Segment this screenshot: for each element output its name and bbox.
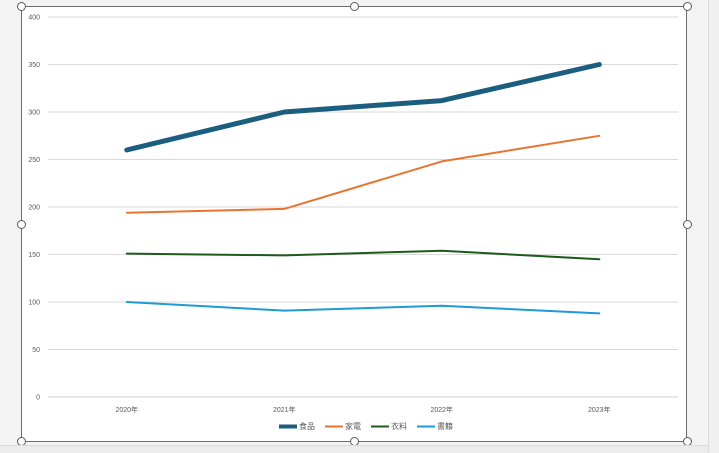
legend-label: 家電: [345, 421, 361, 431]
y-tick-label: 50: [32, 347, 40, 354]
resize-handle-middle-right[interactable]: [683, 220, 692, 229]
x-axis-tick-labels: 2020年 2021年 2022年 2023年: [115, 405, 610, 414]
series-line-衣料[interactable]: [125, 249, 601, 261]
y-tick-label: 0: [36, 395, 40, 402]
x-tick-label: 2020年: [115, 405, 138, 414]
series-line-食品[interactable]: [124, 62, 602, 153]
y-tick-label: 300: [28, 110, 40, 117]
y-tick-label: 400: [28, 15, 40, 22]
y-tick-label: 350: [28, 62, 40, 69]
x-tick-label: 2022年: [430, 405, 453, 414]
vertical-scrollbar[interactable]: [708, 0, 719, 453]
gridlines: [48, 16, 678, 398]
resize-handle-top-left[interactable]: [17, 2, 26, 11]
resize-handle-top-center[interactable]: [350, 2, 359, 11]
legend-label: 書籍: [437, 421, 453, 431]
resize-handle-middle-left[interactable]: [17, 220, 26, 229]
y-tick-label: 200: [28, 205, 40, 212]
resize-handle-top-right[interactable]: [683, 2, 692, 11]
series-line-家電[interactable]: [125, 134, 601, 214]
legend[interactable]: 食品 家電 衣料 書籍: [279, 421, 453, 431]
legend-label: 食品: [299, 421, 315, 431]
x-tick-label: 2023年: [588, 405, 611, 414]
x-tick-label: 2021年: [273, 405, 296, 414]
chart-object[interactable]: 0 50 100 150 200 250 300 350 400 2020年 2021年 2022年…: [21, 6, 687, 442]
legend-label: 衣料: [391, 421, 407, 431]
series-line-書籍[interactable]: [125, 301, 601, 315]
y-tick-label: 150: [28, 252, 40, 259]
y-axis-tick-labels: 0 50 100 150 200 250 300 350 400: [28, 15, 40, 402]
y-tick-label: 250: [28, 157, 40, 164]
series-lines: [124, 62, 602, 315]
horizontal-scrollbar[interactable]: [0, 445, 708, 453]
y-tick-label: 100: [28, 300, 40, 307]
line-chart: 0 50 100 150 200 250 300 350 400 2020年 2021年 2022年…: [28, 15, 678, 431]
